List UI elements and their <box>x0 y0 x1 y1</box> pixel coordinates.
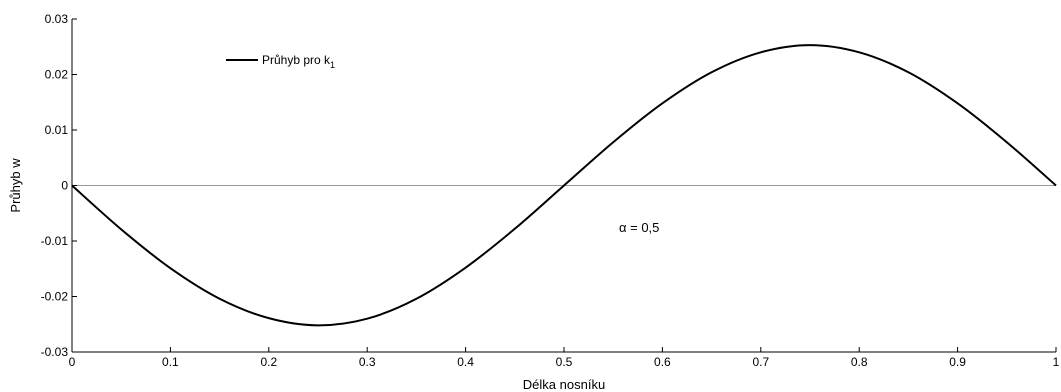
x-tick-label: 0.5 <box>556 355 573 369</box>
x-tick-label: 0.1 <box>162 355 179 369</box>
annotation-alpha: α = 0,5 <box>619 220 659 235</box>
x-tick-label: 0.7 <box>752 355 769 369</box>
legend-label-main: Průhyb pro k <box>262 53 331 67</box>
legend-label: Průhyb pro k1 <box>262 53 335 70</box>
y-tick-label: 0 <box>61 179 68 193</box>
y-tick-label: 0.01 <box>45 123 69 137</box>
y-tick-label: -0.03 <box>41 345 69 359</box>
y-axis-label: Průhyb w <box>8 158 23 213</box>
x-axis-label: Délka nosníku <box>523 377 605 392</box>
plot-area <box>71 19 1057 353</box>
y-tick-label: -0.01 <box>41 234 69 248</box>
annotation-text: = 0,5 <box>627 220 660 235</box>
y-tick-label: -0.02 <box>41 290 69 304</box>
x-tick-label: 0.9 <box>949 355 966 369</box>
y-tick-label: 0.03 <box>45 12 69 26</box>
y-axis: -0.03 -0.02 -0.01 0 0.01 0.02 0.03 <box>41 12 77 359</box>
annotation-symbol: α <box>619 220 627 235</box>
x-tick-label: 1 <box>1053 355 1060 369</box>
x-tick-label: 0.2 <box>260 355 277 369</box>
x-tick-label: 0.8 <box>851 355 868 369</box>
x-axis: 0 0.1 0.2 0.3 0.4 0.5 0.6 0.7 0.8 0.9 1 <box>69 347 1060 369</box>
x-tick-label: 0 <box>69 355 76 369</box>
x-tick-label: 0.6 <box>654 355 671 369</box>
legend: Průhyb pro k1 <box>226 53 335 70</box>
x-tick-label: 0.4 <box>457 355 474 369</box>
legend-label-subscript: 1 <box>330 60 335 70</box>
x-tick-label: 0.3 <box>359 355 376 369</box>
series-line-pruhyb <box>71 44 1057 327</box>
y-tick-label: 0.02 <box>45 68 69 82</box>
